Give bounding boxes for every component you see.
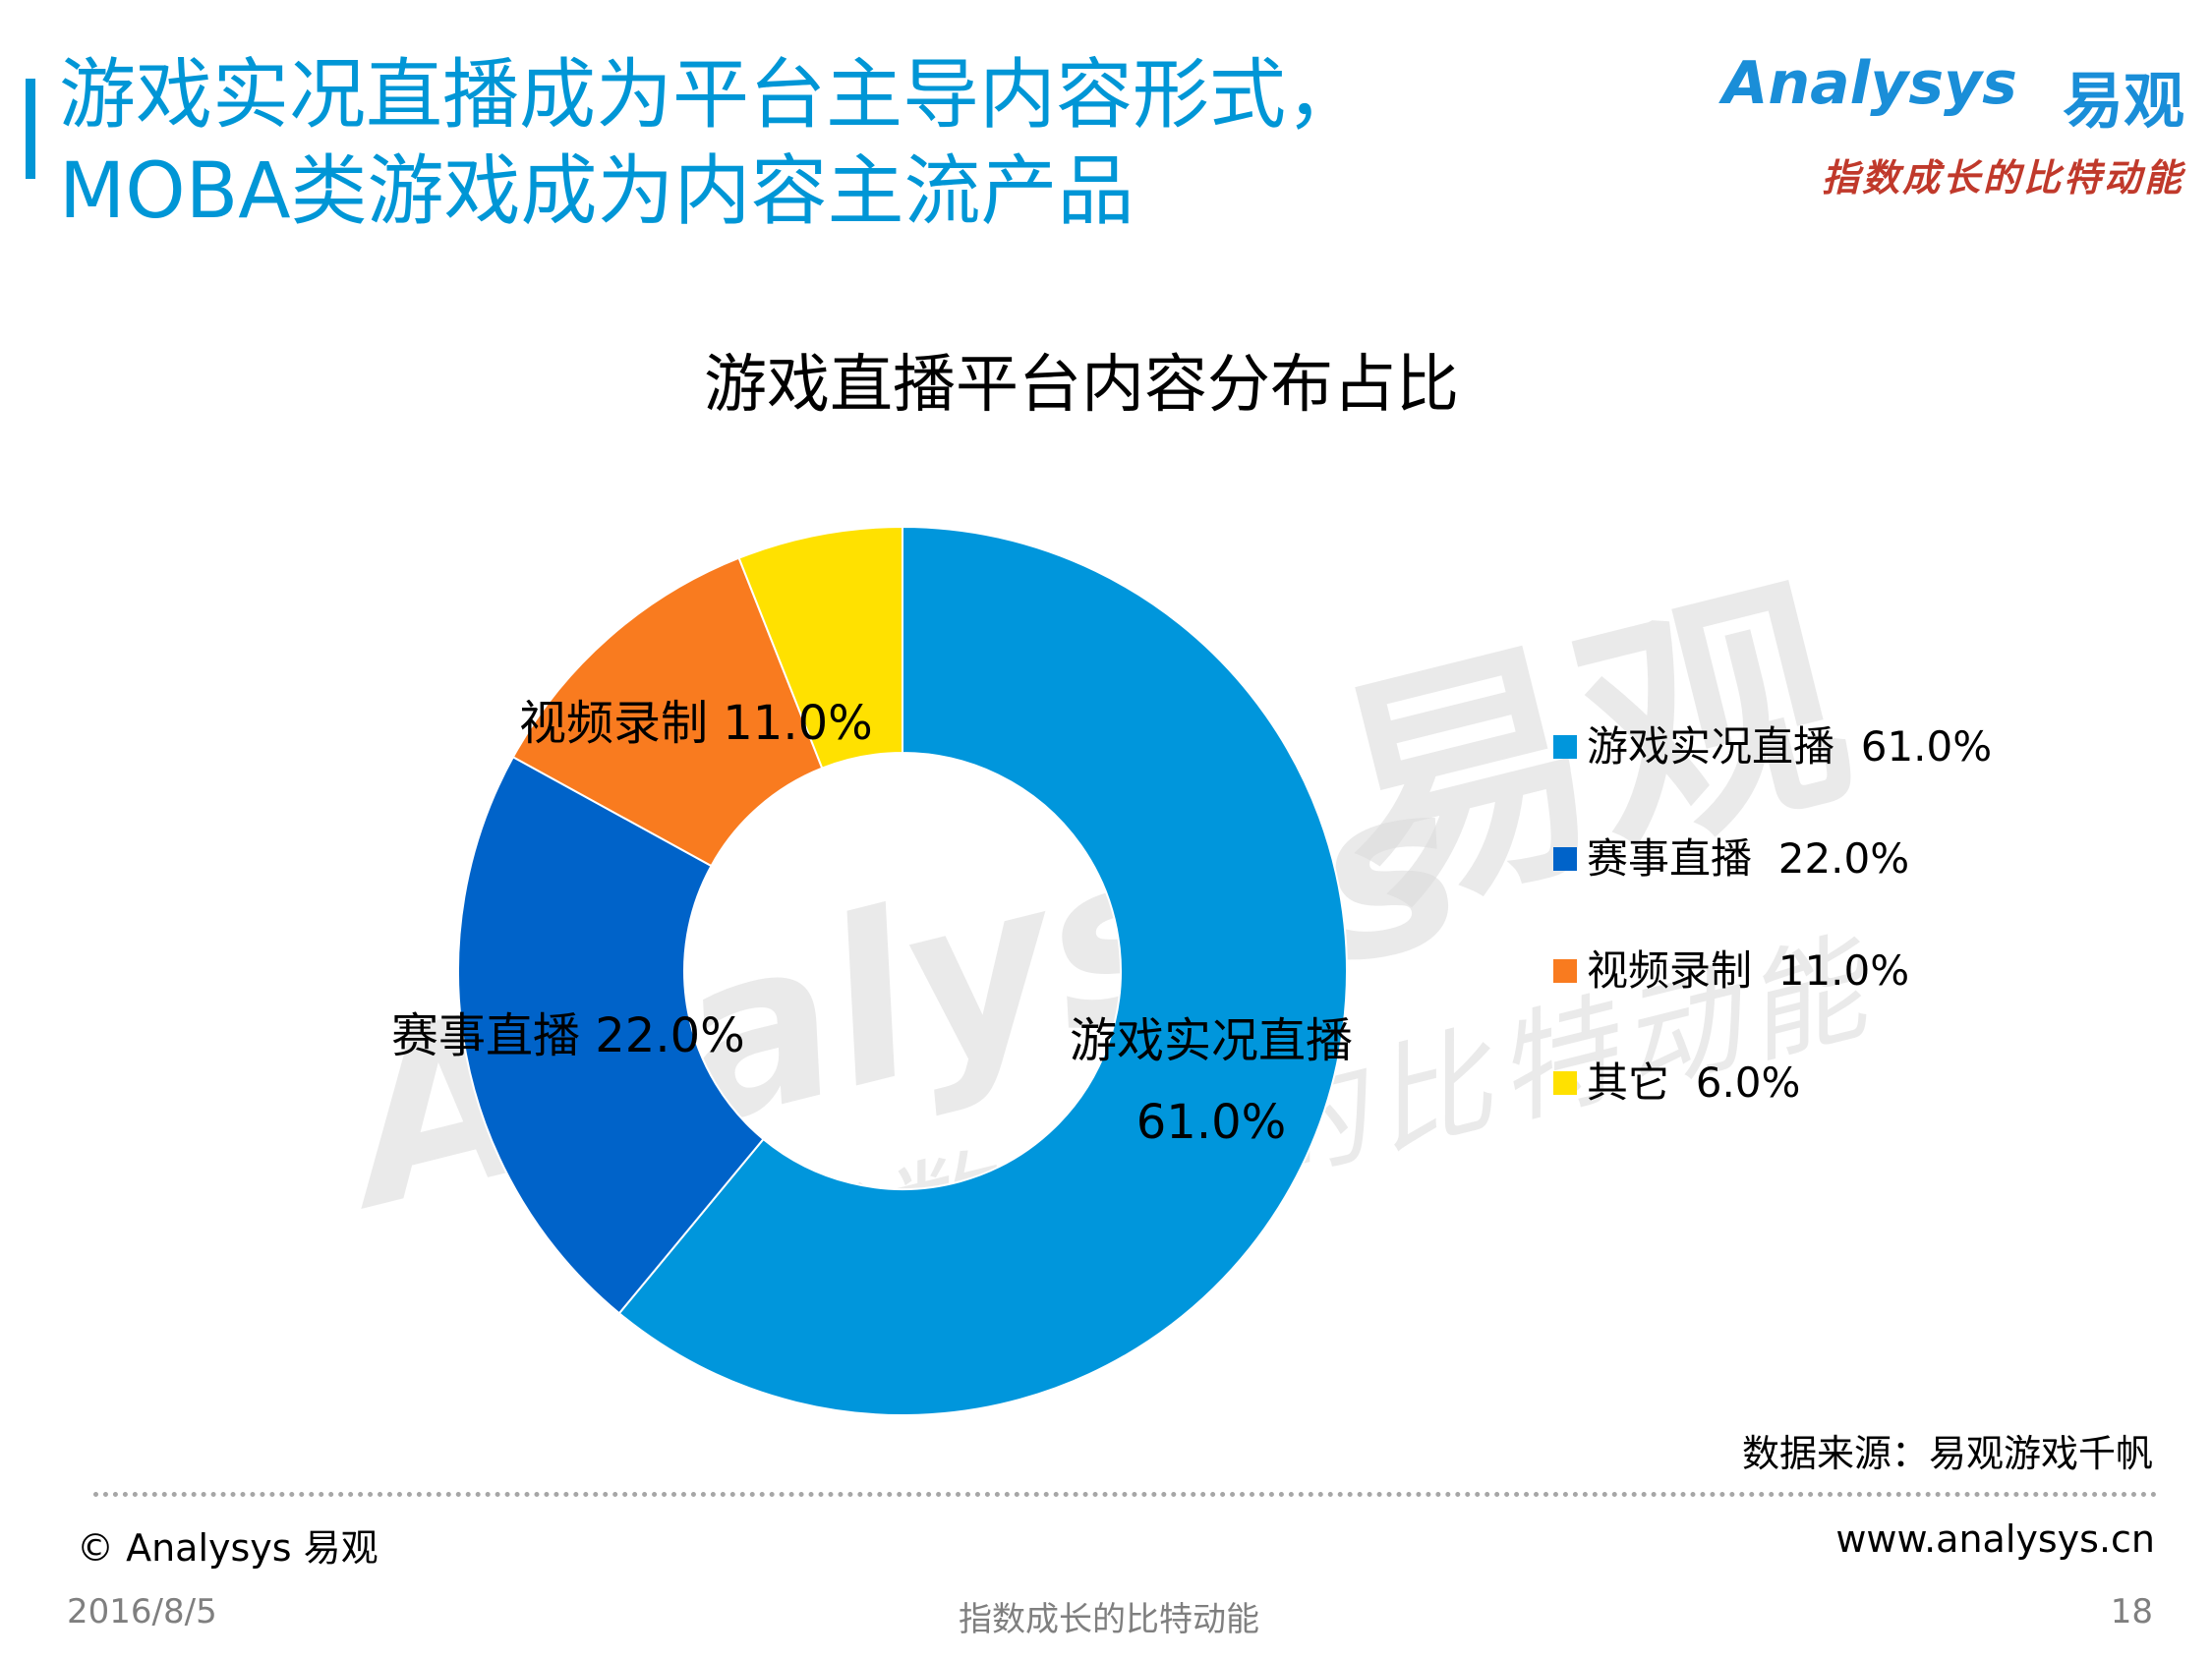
donut-slice-other: [737, 525, 903, 770]
page-title-line-1: 游戏实况直播成为平台主导内容形式，: [59, 51, 1364, 140]
slice-label-live: 61.0%: [1136, 1095, 1286, 1150]
page-title-line-2: MOBA类游戏成为内容主流产品: [59, 147, 1135, 236]
legend-label: 赛事直播: [1587, 834, 1753, 883]
legend-value: 11.0%: [1777, 946, 1910, 995]
footer-divider: [93, 1492, 2158, 1497]
logo-cn-name: 易观: [2062, 65, 2184, 137]
legend-label: 其它: [1587, 1058, 1670, 1107]
legend-swatch: [1553, 735, 1577, 759]
legend-swatch: [1553, 959, 1577, 983]
analysys-logo: Analysys 易观 指数成长的比特动能: [1722, 49, 2184, 206]
legend-label: 视频录制: [1587, 946, 1753, 995]
footer-website: www.analysys.cn: [1835, 1517, 2155, 1561]
slice-label-esports: 赛事直播 22.0%: [391, 1008, 745, 1063]
footer-slogan: 指数成长的比特动能: [959, 1600, 1259, 1639]
donut-slice-esports: [457, 755, 765, 1315]
data-source: 数据来源：易观游戏千帆: [1741, 1432, 2153, 1475]
legend-value: 61.0%: [1860, 722, 1993, 771]
legend-swatch: [1553, 847, 1577, 871]
logo-wordmark: Analysys: [1722, 49, 2017, 118]
legend-swatch: [1553, 1071, 1577, 1095]
legend-label: 游戏实况直播: [1587, 722, 1835, 771]
slice-label-recorded: 视频录制 11.0%: [519, 696, 873, 751]
donut-slice-live: [617, 525, 1348, 1416]
legend-item-live: 游戏实况直播 61.0%: [1553, 717, 2183, 830]
legend-value: 22.0%: [1777, 834, 1910, 883]
footer-copyright: © Analysys 易观: [77, 1526, 378, 1570]
legend-item-esports: 赛事直播 22.0%: [1553, 830, 2183, 942]
donut-slice-recorded: [511, 556, 824, 868]
title-accent-bar: [26, 79, 35, 179]
footer-date: 2016/8/5: [67, 1592, 217, 1631]
logo-slogan: 指数成长的比特动能: [1821, 155, 2184, 200]
legend-item-recorded: 视频录制 11.0%: [1553, 942, 2183, 1054]
legend-item-other: 其它 6.0%: [1553, 1054, 2183, 1166]
slice-label-live: 游戏实况直播: [1070, 1013, 1353, 1068]
chart-title: 游戏直播平台内容分布占比: [704, 349, 1459, 422]
page-title: 游戏实况直播成为平台主导内容形式， MOBA类游戏成为内容主流产品: [59, 47, 1534, 240]
chart-legend: 游戏实况直播 61.0% 赛事直播 22.0% 视频录制 11.0% 其它 6.…: [1553, 717, 2183, 1166]
page-number: 18: [2110, 1592, 2153, 1631]
legend-value: 6.0%: [1695, 1058, 1801, 1107]
